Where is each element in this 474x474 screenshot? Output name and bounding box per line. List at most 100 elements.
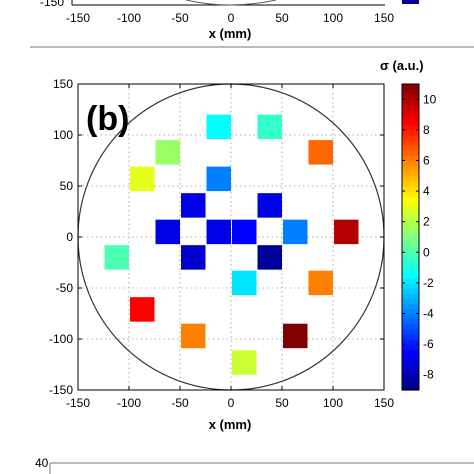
heatmap-cell	[308, 270, 333, 296]
top-panel-remnant: -150 -150 -100 -50 0 50 100 150 x (mm)	[40, 0, 419, 41]
y-tick-label: -150	[49, 383, 73, 397]
panel-label: (b)	[86, 100, 129, 138]
heatmap-cell	[206, 219, 231, 245]
colorbar-segment	[402, 186, 419, 192]
colorbar-segment	[402, 140, 419, 146]
y-tick-label: 100	[53, 128, 73, 142]
colorbar-segment	[402, 211, 419, 218]
heatmap-cell	[334, 219, 359, 245]
heatmap-cell	[308, 140, 333, 165]
top-x-tick-label: 150	[374, 11, 394, 25]
colorbar-segment	[402, 89, 419, 95]
x-axis-label: x (mm)	[209, 417, 252, 432]
colorbar-segment	[402, 313, 419, 320]
x-tick-label: -100	[117, 396, 141, 410]
colorbar-segment	[402, 247, 419, 253]
heatmap-cell	[130, 166, 155, 192]
heatmap-cell	[283, 323, 308, 349]
colorbar-segment	[402, 221, 419, 228]
heatmap-cells	[104, 114, 359, 375]
colorbar-tick-label: -6	[423, 337, 434, 351]
colorbar-segment	[402, 175, 419, 182]
colorbar-segment	[402, 318, 419, 325]
x-tick-label: 150	[374, 396, 394, 410]
colorbar-segment	[402, 119, 419, 126]
heatmap-cell	[232, 270, 257, 296]
axis-ticks	[77, 83, 385, 391]
bottom-ytick-label: 40	[35, 456, 49, 470]
top-ytick-label: -150	[40, 0, 64, 9]
colorbar-segment	[402, 344, 419, 350]
colorbar: 10 8 6 4 2 0 -2 -4 -6 -8	[401, 83, 437, 391]
colorbar-segment	[402, 180, 419, 187]
colorbar-segment	[402, 262, 419, 269]
heatmap-cell	[181, 193, 206, 218]
heatmap-cell	[155, 219, 180, 245]
colorbar-segment	[402, 369, 419, 376]
heatmap-cell	[130, 297, 155, 322]
x-tick-label: 50	[275, 396, 289, 410]
colorbar-segment	[402, 257, 419, 264]
colorbar-segment	[402, 282, 419, 289]
colorbar-segment	[402, 84, 419, 90]
top-x-tick-label: -150	[66, 11, 90, 25]
y-tick-label: 50	[60, 179, 74, 193]
colorbar-tick-label: -8	[423, 368, 434, 382]
top-x-tick-label: 100	[323, 11, 343, 25]
colorbar-segment	[402, 124, 419, 131]
colorbar-segment	[402, 94, 419, 100]
colorbar-tick-label: 0	[423, 245, 430, 259]
colorbar-frame	[401, 83, 420, 391]
colorbar-tick-label: -2	[423, 276, 434, 290]
colorbar-segment	[402, 267, 419, 274]
colorbar-segment	[402, 308, 419, 315]
heatmap-cell	[232, 350, 257, 375]
colorbar-segment	[402, 349, 419, 355]
colorbar-segment	[402, 277, 419, 284]
colorbar-segment	[402, 354, 419, 360]
colorbar-segment	[402, 165, 419, 172]
colorbar-tick-label: 10	[423, 92, 437, 106]
colorbar-segment	[402, 196, 419, 202]
colorbar-segment	[402, 323, 419, 330]
colorbar-segment	[402, 237, 419, 243]
heatmap-cell	[257, 193, 282, 218]
colorbar-segment	[402, 226, 419, 233]
colorbar-segment	[402, 99, 419, 105]
colorbar-segment	[402, 145, 419, 151]
colorbar-segment	[402, 298, 419, 304]
x-tick-label: 0	[228, 396, 235, 410]
heatmap-cell	[181, 323, 206, 349]
colorbar-segment	[402, 191, 419, 197]
colorbar-segment	[402, 333, 419, 340]
colorbar-segment	[402, 170, 419, 177]
colorbar-segment	[402, 359, 419, 366]
heatmap-cell	[257, 245, 282, 270]
colorbar-segment	[402, 288, 419, 294]
top-x-tick-label: 50	[275, 11, 289, 25]
top-x-tick-label: -50	[171, 11, 189, 25]
colorbar-segment	[402, 206, 419, 213]
heatmap-cell	[104, 245, 129, 270]
top-x-tick-label: -100	[117, 11, 141, 25]
colorbar-segment	[402, 155, 419, 162]
colorbar-segment	[402, 150, 419, 156]
heatmap-cell	[181, 245, 206, 270]
heatmap-cell	[232, 219, 257, 245]
colorbar-segment	[402, 272, 419, 279]
colorbar-tick-label: -4	[423, 307, 434, 321]
colorbar-segment	[402, 160, 419, 167]
x-tick-labels: -150 -100 -50 0 50 100 150	[66, 396, 394, 410]
colorbar-segment	[402, 231, 419, 238]
colorbar-tick-label: 6	[423, 154, 430, 168]
colorbar-segment	[402, 364, 419, 371]
colorbar-segment	[402, 216, 419, 223]
colorbar-segment	[402, 104, 419, 111]
colorbar-tick-label: 4	[423, 184, 430, 198]
colorbar-segment	[402, 252, 419, 258]
colorbar-segment	[402, 201, 419, 207]
colorbar-segment	[402, 328, 419, 335]
panel-b: -150 -100 -50 0 50 100 150 150100500-50-100-15…	[0, 48, 474, 438]
colorbar-segment	[402, 374, 419, 381]
y-tick-label: 150	[53, 77, 73, 91]
